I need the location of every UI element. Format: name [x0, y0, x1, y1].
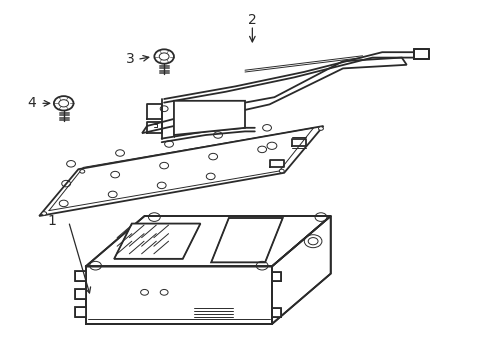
Text: 1: 1 — [47, 215, 56, 228]
Polygon shape — [211, 218, 283, 262]
Text: 2: 2 — [248, 13, 257, 27]
Polygon shape — [272, 272, 281, 281]
Polygon shape — [75, 307, 86, 317]
Polygon shape — [75, 289, 86, 299]
Polygon shape — [272, 216, 331, 324]
Polygon shape — [174, 101, 245, 135]
Polygon shape — [75, 271, 86, 281]
Circle shape — [80, 170, 85, 173]
Polygon shape — [114, 224, 200, 259]
Circle shape — [279, 169, 284, 173]
Text: 4: 4 — [27, 96, 36, 110]
Polygon shape — [39, 126, 323, 216]
Polygon shape — [272, 308, 281, 317]
Polygon shape — [142, 58, 407, 133]
Circle shape — [42, 212, 47, 215]
Polygon shape — [86, 216, 331, 266]
Polygon shape — [86, 266, 272, 324]
Polygon shape — [414, 49, 429, 59]
Circle shape — [318, 127, 323, 130]
Text: 3: 3 — [125, 53, 134, 66]
